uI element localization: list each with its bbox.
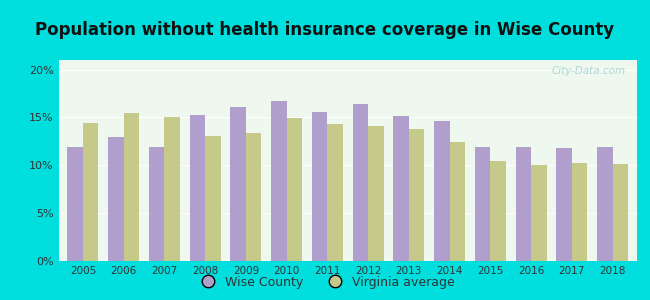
Bar	[393, 116, 409, 261]
Bar	[124, 112, 139, 261]
Bar	[475, 147, 490, 261]
Bar	[490, 160, 506, 261]
Bar	[83, 123, 98, 261]
Bar	[312, 112, 328, 261]
Bar	[409, 129, 424, 261]
Bar	[450, 142, 465, 261]
Bar	[434, 121, 450, 261]
Bar	[68, 147, 83, 261]
Bar	[164, 117, 180, 261]
Text: Population without health insurance coverage in Wise County: Population without health insurance cove…	[36, 21, 614, 39]
Legend: Wise County, Virginia average: Wise County, Virginia average	[190, 271, 460, 294]
Text: City-Data.com: City-Data.com	[551, 66, 625, 76]
Bar	[230, 107, 246, 261]
Bar	[271, 101, 287, 261]
Bar	[515, 147, 531, 261]
Bar	[531, 165, 547, 261]
Bar	[328, 124, 343, 261]
Bar	[597, 147, 612, 261]
Bar	[246, 133, 261, 261]
Bar	[612, 164, 628, 261]
Bar	[149, 147, 164, 261]
Bar	[108, 136, 124, 261]
Bar	[556, 148, 572, 261]
Bar	[368, 126, 384, 261]
Bar	[572, 164, 588, 261]
Bar	[353, 104, 368, 261]
Bar	[205, 136, 220, 261]
Bar	[190, 115, 205, 261]
Bar	[287, 118, 302, 261]
